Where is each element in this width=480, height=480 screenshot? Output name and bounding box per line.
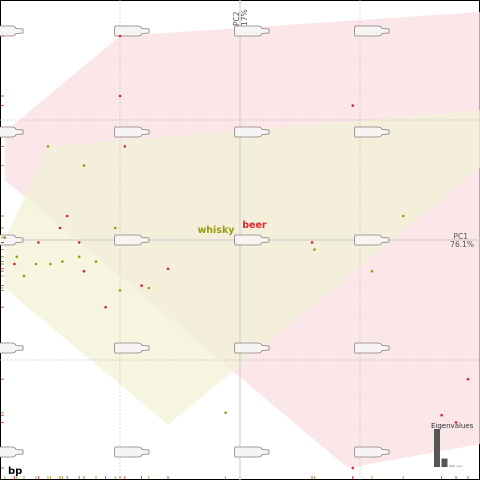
point-whisky	[34, 262, 38, 266]
bottle-icon	[354, 342, 390, 354]
point-beer	[123, 145, 127, 148]
group-labels: beer whisky	[198, 220, 267, 236]
point-beer	[65, 214, 69, 218]
point-beer	[454, 421, 458, 424]
point-whisky	[61, 260, 64, 263]
point-beer	[58, 226, 62, 230]
point-whisky	[401, 214, 405, 218]
point-beer	[37, 241, 40, 244]
point-beer	[82, 269, 86, 273]
axis-percent-pc2: 17%	[240, 9, 249, 26]
bottle-icon	[114, 234, 150, 246]
y-rug	[1, 35, 4, 469]
corner-label-bp: bp	[8, 466, 22, 477]
data-points	[3, 34, 470, 470]
point-whisky	[147, 286, 151, 290]
bottle-icon	[354, 234, 390, 246]
bottle-icon	[234, 342, 270, 354]
bottle-icon	[234, 126, 270, 138]
point-beer	[440, 413, 443, 417]
bottle-glyphs	[0, 25, 390, 458]
eigenvalue-bar	[456, 465, 463, 467]
bottle-icon	[0, 25, 24, 37]
bottle-icon	[114, 25, 150, 37]
point-whisky	[49, 262, 52, 266]
point-whisky	[82, 164, 86, 167]
point-whisky	[224, 411, 227, 415]
point-beer	[166, 267, 170, 271]
point-whisky	[313, 248, 316, 251]
bottle-icon	[234, 446, 270, 458]
point-beer	[310, 241, 314, 244]
bottle-icon	[0, 126, 24, 138]
eigenvalue-inset: Eigenvalues	[431, 422, 474, 467]
axis-percent-pc1: 76.1%	[450, 240, 474, 249]
point-beer	[118, 94, 122, 98]
bottle-icon	[0, 342, 24, 354]
axis-label-pc2: PC2	[232, 11, 241, 26]
axis-label-pc1: PC1	[453, 232, 468, 241]
point-whisky	[94, 260, 98, 263]
bottle-icon	[354, 126, 390, 138]
point-beer	[13, 262, 16, 266]
point-whisky	[370, 269, 374, 273]
point-beer	[77, 241, 81, 244]
point-whisky	[3, 236, 7, 239]
x-rug	[4, 476, 469, 479]
point-beer	[466, 377, 470, 381]
point-whisky	[15, 255, 19, 259]
point-beer	[351, 466, 355, 470]
bottle-icon	[234, 234, 270, 246]
bottle-icon	[354, 446, 390, 458]
eigenvalue-bar	[449, 465, 455, 467]
bottle-icon	[354, 25, 390, 37]
point-whisky	[118, 289, 122, 292]
point-whisky	[46, 145, 50, 148]
group-label-beer: beer	[242, 220, 267, 231]
eigenvalue-bar	[441, 458, 448, 467]
group-label-whisky: whisky	[198, 225, 236, 236]
point-whisky	[113, 226, 117, 230]
eigenvalue-bars	[434, 429, 463, 467]
point-beer	[140, 284, 143, 287]
eigenvalue-bar	[434, 429, 440, 467]
bottle-icon	[0, 446, 24, 458]
point-beer	[118, 34, 122, 38]
bottle-icon	[234, 25, 270, 37]
point-whisky	[77, 255, 81, 259]
bottle-icon	[114, 446, 150, 458]
point-beer	[351, 104, 355, 107]
point-whisky	[22, 274, 26, 278]
bottle-icon	[114, 342, 150, 354]
eigenvalue-label: Eigenvalues	[431, 422, 474, 430]
point-beer	[104, 305, 107, 309]
bottle-icon	[114, 126, 150, 138]
